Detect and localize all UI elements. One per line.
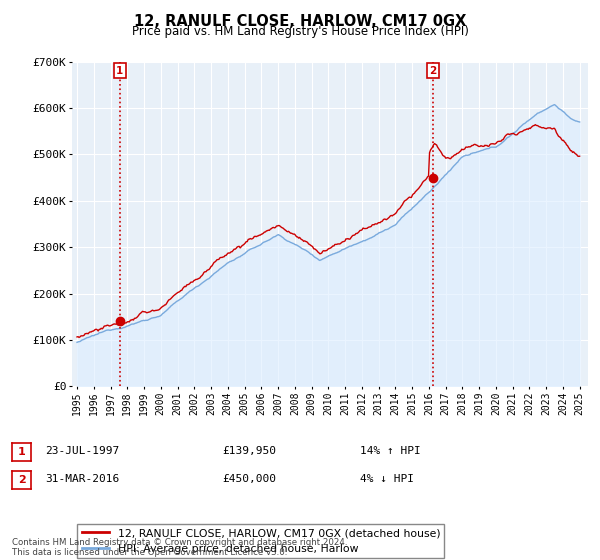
Legend: 12, RANULF CLOSE, HARLOW, CM17 0GX (detached house), HPI: Average price, detache: 12, RANULF CLOSE, HARLOW, CM17 0GX (deta…: [77, 524, 445, 558]
Text: 1: 1: [18, 447, 25, 457]
Text: 12, RANULF CLOSE, HARLOW, CM17 0GX: 12, RANULF CLOSE, HARLOW, CM17 0GX: [134, 14, 466, 29]
Text: 23-JUL-1997: 23-JUL-1997: [45, 446, 119, 456]
Text: Contains HM Land Registry data © Crown copyright and database right 2024.
This d: Contains HM Land Registry data © Crown c…: [12, 538, 347, 557]
Text: 1: 1: [116, 66, 124, 76]
Text: 2: 2: [18, 475, 25, 485]
Text: Price paid vs. HM Land Registry's House Price Index (HPI): Price paid vs. HM Land Registry's House …: [131, 25, 469, 38]
Text: £450,000: £450,000: [222, 474, 276, 484]
Text: 31-MAR-2016: 31-MAR-2016: [45, 474, 119, 484]
Text: 4% ↓ HPI: 4% ↓ HPI: [360, 474, 414, 484]
Text: 14% ↑ HPI: 14% ↑ HPI: [360, 446, 421, 456]
Text: £139,950: £139,950: [222, 446, 276, 456]
Text: 2: 2: [430, 66, 437, 76]
